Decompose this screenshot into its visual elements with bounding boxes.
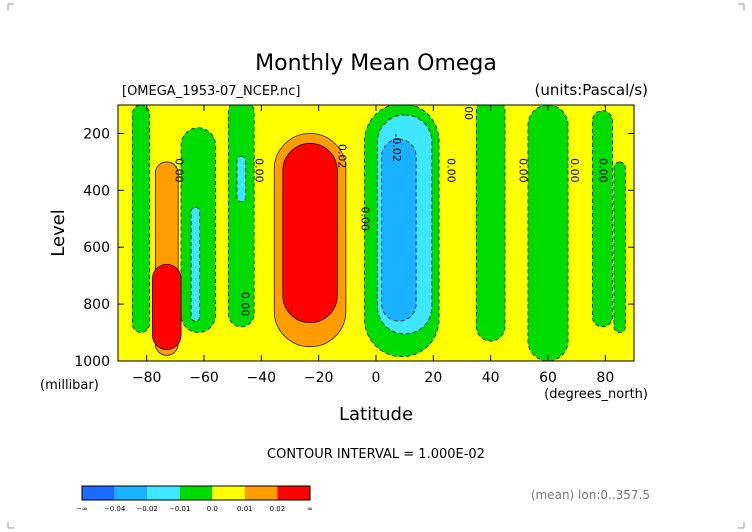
x-tick-label: −20 — [304, 370, 334, 386]
contour-field — [131, 105, 150, 333]
colorbar-swatch — [179, 486, 213, 500]
contour-field — [475, 105, 506, 342]
units-label: (units:Pascal/s) — [535, 81, 649, 99]
colorbar-label: −0.02 — [136, 505, 157, 513]
contour-label: 0.00 — [462, 96, 475, 121]
mean-label: (mean) lon:0..357.5 — [531, 488, 650, 502]
y-tick-label: 400 — [83, 183, 110, 199]
colorbar-label: 0.02 — [270, 505, 286, 513]
x-tick-label: 60 — [539, 370, 557, 386]
x-tick-label: −40 — [247, 370, 277, 386]
contour-field — [282, 143, 338, 323]
x-axis: −80 −60 −40 −20 0 20 40 60 80 — [132, 105, 614, 386]
contour-interval-label: CONTOUR INTERVAL = 1.000E-02 — [267, 447, 485, 462]
colorbar-label: −0.04 — [104, 505, 126, 513]
plot-area: 0.00 0.00 0.02 0.00 -0.02 0.00 0.00 0.00 0.00 0.0… — [118, 96, 634, 361]
contour-label: 0.00 — [238, 292, 251, 317]
contour-fields — [118, 105, 634, 361]
y-tick-label: 200 — [83, 126, 110, 142]
colorbar-swatch — [147, 486, 180, 500]
y-axis: 200 400 600 800 1000 — [74, 126, 634, 370]
colorbar-swatch — [277, 486, 310, 500]
colorbar-label: 0.0 — [207, 505, 218, 513]
y-unit-label: (millibar) — [40, 378, 99, 393]
contour-field — [190, 207, 201, 322]
chart-title: Monthly Mean Omega — [255, 51, 497, 76]
contour-label: -0.02 — [390, 133, 403, 161]
colorbar-label: 0.01 — [237, 505, 253, 513]
x-unit-label: (degrees_north) — [544, 387, 648, 402]
x-tick-label: 40 — [482, 370, 500, 386]
corner-marks — [7, 3, 745, 529]
contour-label: 0.00 — [568, 158, 581, 183]
y-tick-label: 800 — [83, 297, 110, 313]
y-tick-label: 600 — [83, 240, 110, 256]
colorbar-label: −0.01 — [169, 505, 190, 513]
contour-label: 0.00 — [253, 158, 266, 183]
x-tick-label: −80 — [132, 370, 162, 386]
colorbar-swatch — [212, 486, 245, 500]
contour-label: 0.00 — [172, 158, 185, 183]
contour-field — [236, 155, 246, 203]
x-tick-label: 20 — [424, 370, 442, 386]
colorbar-frame — [81, 485, 311, 501]
x-tick-label: −60 — [189, 370, 219, 386]
contour-field — [592, 110, 613, 328]
colorbar-label: ∞ — [307, 505, 313, 513]
contour-field — [613, 161, 626, 333]
contour-labels: 0.00 0.00 0.02 0.00 -0.02 0.00 0.00 0.00 0.00 0.0… — [172, 96, 610, 317]
contour-label: 0.02 — [336, 144, 349, 169]
y-axis-label: Level — [48, 209, 69, 257]
colorbar-swatch — [82, 486, 115, 500]
contour-label: 0.00 — [516, 158, 529, 183]
file-label: [OMEGA_1953-07_NCEP.nc] — [122, 84, 300, 99]
contour-label: 0.00 — [445, 158, 458, 183]
contour-field — [527, 105, 569, 361]
contour-field — [228, 105, 255, 328]
x-tick-label: 0 — [372, 370, 381, 386]
x-axis-label: Latitude — [339, 404, 413, 425]
colorbar-swatch — [114, 486, 148, 500]
contour-label: 0.00 — [597, 158, 610, 183]
contour-field — [152, 263, 182, 350]
contour-field — [381, 138, 417, 322]
x-tick-label: 80 — [596, 370, 614, 386]
y-tick-label: 1000 — [74, 354, 110, 370]
colorbar: −∞ −0.04 −0.02 −0.01 0.0 0.01 0.02 ∞ — [76, 485, 313, 513]
colorbar-label: −∞ — [76, 505, 88, 513]
colorbar-swatch — [244, 486, 278, 500]
contour-label: 0.00 — [359, 207, 372, 232]
